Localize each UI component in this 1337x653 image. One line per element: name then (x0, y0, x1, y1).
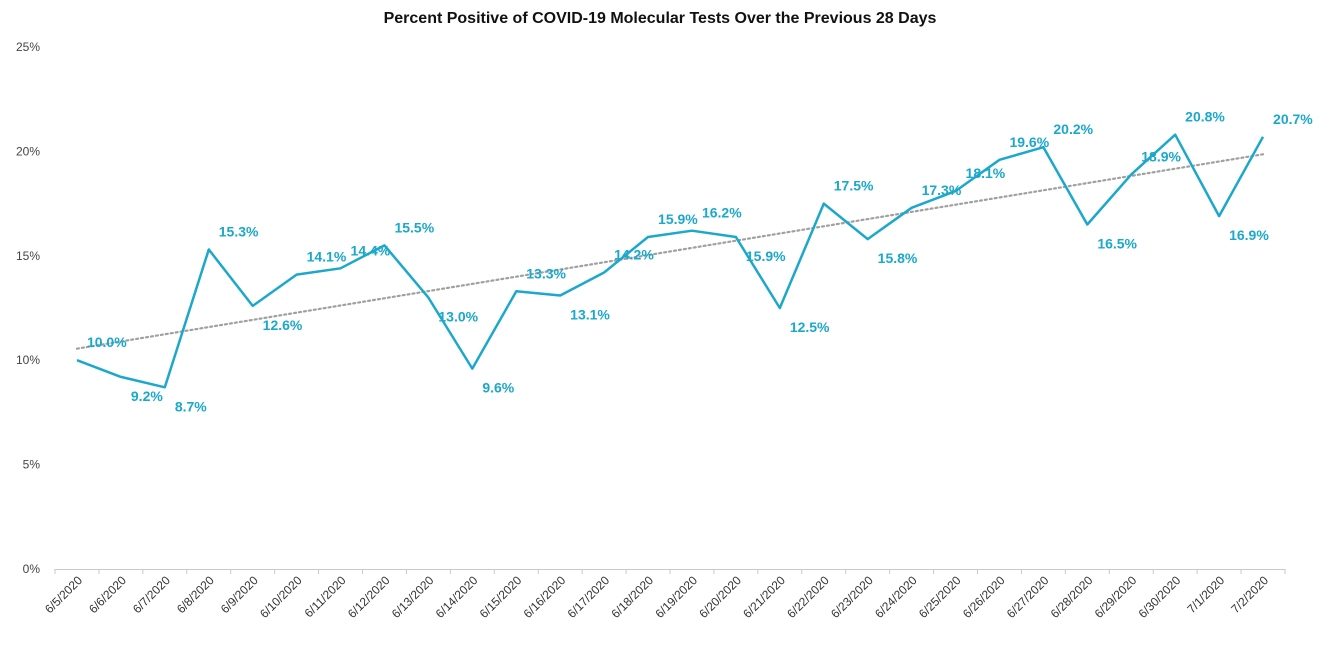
x-tick-label: 6/29/2020 (1092, 573, 1140, 621)
x-tick-label: 6/15/2020 (477, 573, 525, 621)
data-label: 19.6% (1009, 134, 1049, 150)
data-label: 18.1% (966, 165, 1006, 181)
x-tick-label: 6/27/2020 (1004, 573, 1052, 621)
data-label: 17.3% (922, 182, 962, 198)
x-tick-label: 6/26/2020 (960, 573, 1008, 621)
data-label: 15.9% (746, 248, 786, 264)
data-label: 18.9% (1141, 148, 1181, 164)
data-label: 14.2% (614, 247, 654, 263)
data-label: 8.7% (175, 398, 207, 414)
x-tick-label: 6/17/2020 (565, 573, 613, 621)
x-tick-label: 6/20/2020 (696, 573, 744, 621)
x-tick-label: 6/24/2020 (872, 573, 920, 621)
x-tick-label: 6/28/2020 (1048, 573, 1096, 621)
data-label: 16.5% (1097, 235, 1137, 251)
data-label: 10.0% (87, 334, 127, 350)
y-tick-label: 20% (16, 144, 40, 158)
trendline (75, 153, 1265, 350)
data-label: 13.1% (570, 306, 610, 322)
x-tick-label: 6/6/2020 (86, 573, 129, 616)
x-tick-label: 6/23/2020 (828, 573, 876, 621)
data-label: 15.9% (658, 211, 698, 227)
x-tick-label: 6/22/2020 (784, 573, 832, 621)
y-tick-label: 25% (16, 40, 40, 54)
data-label: 12.5% (790, 319, 830, 335)
data-label: 17.5% (834, 178, 874, 194)
y-tick-label: 0% (23, 562, 41, 576)
data-label: 20.7% (1273, 111, 1313, 127)
x-tick-label: 6/14/2020 (433, 573, 481, 621)
data-label: 13.3% (526, 265, 566, 281)
data-label: 13.0% (438, 309, 478, 325)
data-label: 15.8% (878, 250, 918, 266)
x-tick-label: 6/12/2020 (345, 573, 393, 621)
x-tick-label: 6/21/2020 (740, 573, 788, 621)
data-label: 16.2% (702, 205, 742, 221)
series-line (76, 133, 1265, 389)
data-label: 9.2% (131, 388, 163, 404)
x-tick-label: 6/10/2020 (257, 573, 305, 621)
data-label: 14.4% (351, 242, 391, 258)
y-tick-label: 10% (16, 353, 40, 367)
data-label: 14.1% (307, 249, 347, 265)
data-label: 16.9% (1229, 227, 1269, 243)
data-label: 20.8% (1185, 109, 1225, 125)
x-tick-label: 6/8/2020 (174, 573, 217, 616)
x-tick-label: 6/13/2020 (389, 573, 437, 621)
chart-title: Percent Positive of COVID-19 Molecular T… (383, 10, 937, 27)
x-tick-label: 6/25/2020 (916, 573, 964, 621)
x-tick-label: 6/30/2020 (1136, 573, 1184, 621)
x-tick-label: 6/5/2020 (42, 573, 85, 616)
y-tick-label: 15% (16, 249, 40, 263)
x-tick-label: 6/18/2020 (609, 573, 657, 621)
data-label: 15.5% (394, 219, 434, 235)
x-tick-label: 7/1/2020 (1184, 573, 1227, 616)
data-label: 9.6% (482, 380, 514, 396)
x-tick-label: 6/7/2020 (130, 573, 173, 616)
x-tick-label: 6/16/2020 (521, 573, 569, 621)
y-tick-label: 5% (23, 458, 41, 472)
x-tick-label: 7/2/2020 (1228, 573, 1271, 616)
data-label: 12.6% (263, 317, 303, 333)
x-tick-label: 6/11/2020 (302, 573, 349, 620)
data-label: 20.2% (1053, 121, 1093, 137)
data-label: 15.3% (219, 224, 259, 240)
x-tick-label: 6/9/2020 (218, 573, 261, 616)
x-tick-label: 6/19/2020 (652, 573, 700, 621)
